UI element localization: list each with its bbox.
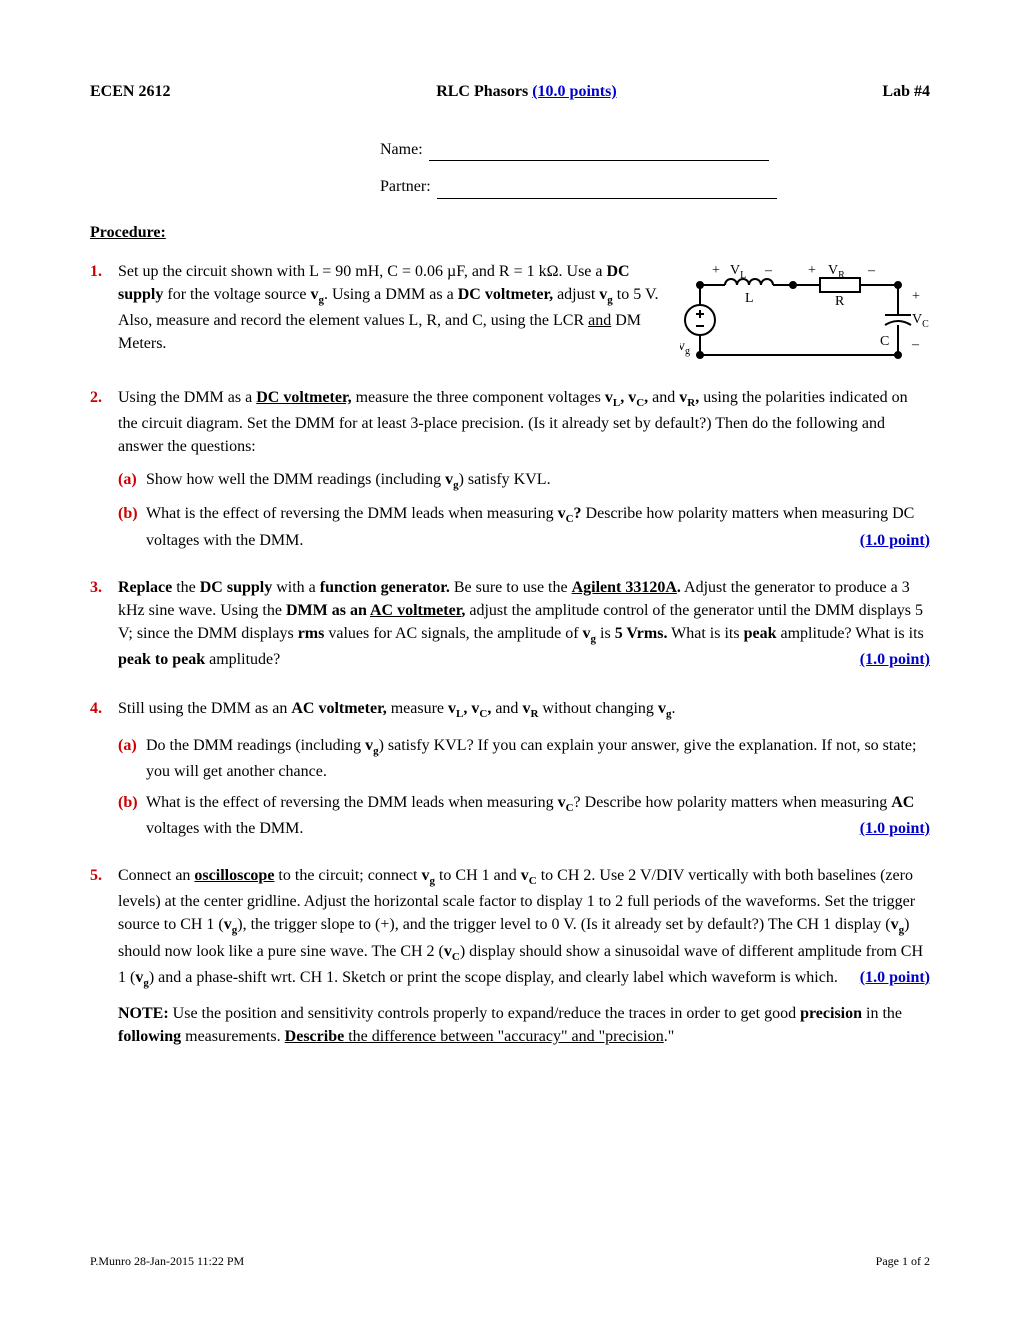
footer-page-number: Page 1 of 2: [876, 1253, 930, 1270]
footer-author-date: P.Munro 28-Jan-2015 11:22 PM: [90, 1253, 244, 1270]
partner-label: Partner:: [380, 175, 431, 198]
partner-blank[interactable]: [437, 175, 777, 198]
step-4a: (a) Do the DMM readings (including vg) s…: [118, 734, 930, 783]
name-blank[interactable]: [429, 138, 769, 161]
partner-field-row: Partner:: [380, 175, 930, 198]
points-badge: (1.0 point): [860, 648, 930, 671]
svg-text:vg: vg: [680, 339, 690, 357]
svg-text:+: +: [912, 289, 920, 304]
step-1: 1. Set up the circuit shown with L = 90 …: [90, 260, 930, 370]
procedure-list: 1. Set up the circuit shown with L = 90 …: [90, 260, 930, 1058]
page-header: ECEN 2612 RLC Phasors (10.0 points) Lab …: [90, 80, 930, 103]
svg-text:C: C: [880, 334, 889, 349]
step-3: 3. Replace the DC supply with a function…: [90, 576, 930, 682]
name-field-row: Name:: [380, 138, 930, 161]
svg-text:–: –: [764, 263, 773, 278]
step-4b: (b) What is the effect of reversing the …: [118, 791, 930, 840]
step-number: 4.: [90, 697, 118, 848]
points-badge: (1.0 point): [860, 817, 930, 840]
step-5: 5. Connect an oscilloscope to the circui…: [90, 864, 930, 1058]
svg-text:+: +: [712, 263, 720, 278]
step-2: 2. Using the DMM as a DC voltmeter, meas…: [90, 386, 930, 560]
step-number: 1.: [90, 260, 118, 370]
lab-number: Lab #4: [882, 80, 930, 103]
points-badge: (1.0 point): [860, 529, 930, 552]
circuit-diagram: + VL – + VR – L R C + VC – vg: [680, 260, 930, 370]
step-2a: (a) Show how well the DMM readings (incl…: [118, 468, 930, 494]
total-points: (10.0 points): [532, 83, 616, 100]
svg-text:R: R: [835, 294, 845, 309]
course-code: ECEN 2612: [90, 80, 170, 103]
step-2b: (b) What is the effect of reversing the …: [118, 502, 930, 551]
svg-text:L: L: [745, 291, 754, 306]
step-4: 4. Still using the DMM as an AC voltmete…: [90, 697, 930, 848]
step-number: 3.: [90, 576, 118, 682]
svg-text:–: –: [867, 263, 876, 278]
svg-text:–: –: [911, 337, 920, 352]
points-badge: (1.0 point): [860, 966, 930, 989]
step-1-body: Set up the circuit shown with L = 90 mH,…: [118, 260, 660, 366]
procedure-heading: Procedure:: [90, 221, 930, 244]
svg-text:VC: VC: [912, 312, 929, 330]
svg-text:+: +: [808, 263, 816, 278]
step-5-note: NOTE: Use the position and sensitivity c…: [118, 1002, 930, 1048]
lab-title: RLC Phasors (10.0 points): [436, 80, 616, 103]
page-footer: P.Munro 28-Jan-2015 11:22 PM Page 1 of 2: [90, 1253, 930, 1270]
step-number: 2.: [90, 386, 118, 560]
name-label: Name:: [380, 138, 423, 161]
step-number: 5.: [90, 864, 118, 1058]
